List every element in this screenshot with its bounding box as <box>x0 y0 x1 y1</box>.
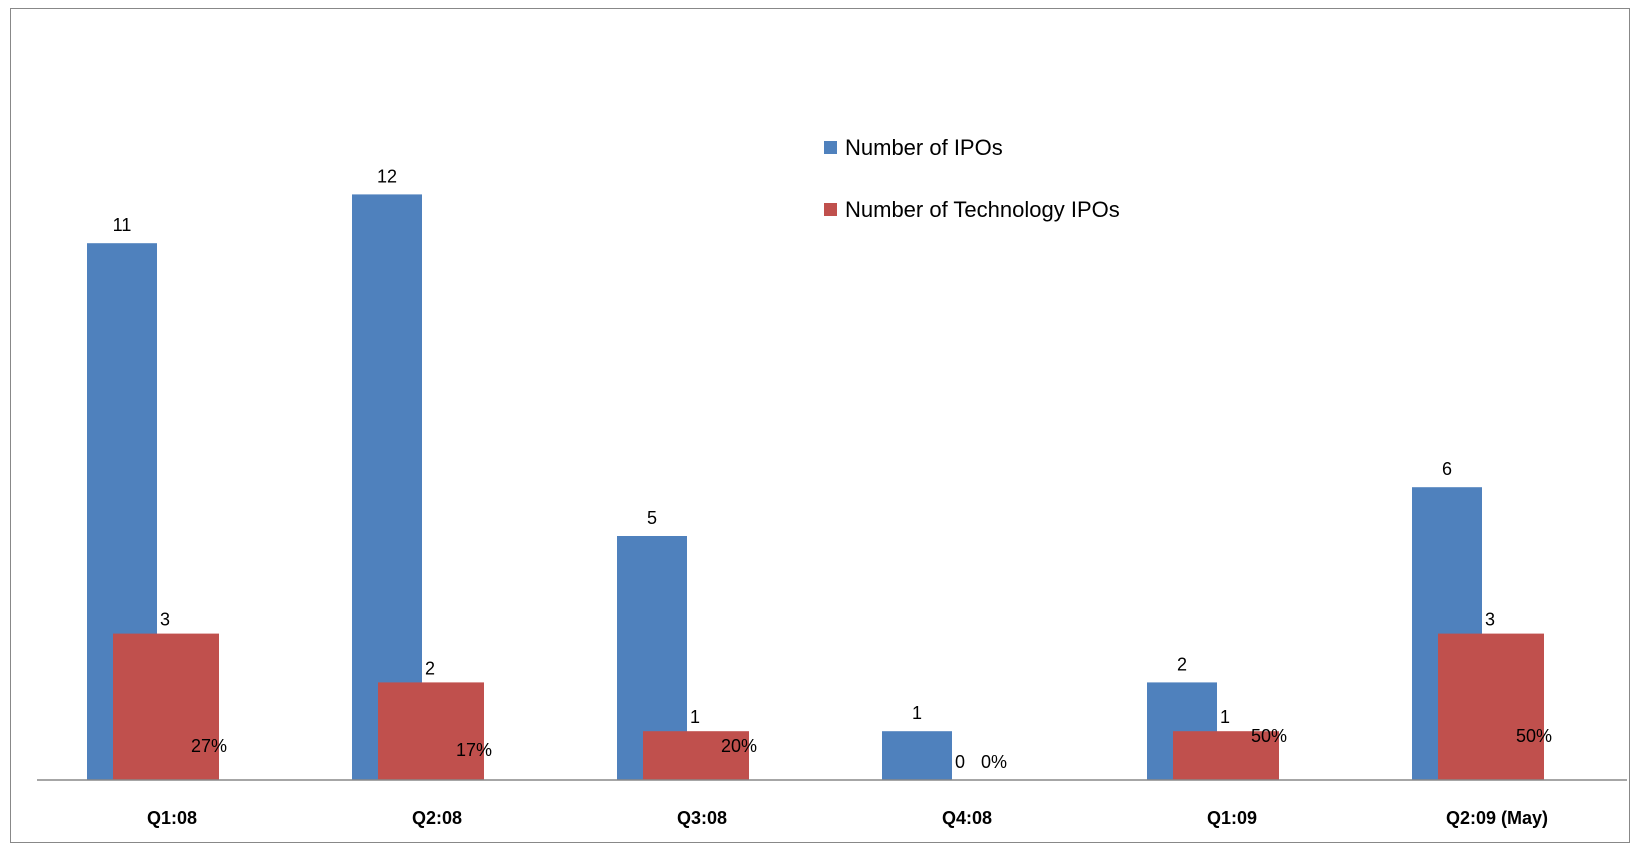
value-label-ipos-4: 2 <box>1177 654 1187 674</box>
value-label-ipos-3: 1 <box>912 703 922 723</box>
percent-label-3: 0% <box>981 752 1007 772</box>
value-label-tech-ipos-2: 1 <box>690 707 700 727</box>
percent-label-2: 20% <box>721 736 757 756</box>
value-label-tech-ipos-1: 2 <box>425 658 435 678</box>
value-label-ipos-0: 11 <box>113 215 132 235</box>
legend-swatch-1 <box>824 203 837 216</box>
legend-label-0: Number of IPOs <box>845 135 1003 160</box>
percent-label-0: 27% <box>191 736 227 756</box>
bar-tech-ipos-0 <box>113 633 219 780</box>
value-label-tech-ipos-0: 3 <box>160 610 170 630</box>
chart-frame <box>10 8 1630 843</box>
category-label-5: Q2:09 (May) <box>1446 808 1548 828</box>
bar-tech-ipos-2 <box>643 731 749 780</box>
category-label-1: Q2:08 <box>412 808 462 828</box>
legend-swatch-0 <box>824 141 837 154</box>
category-label-0: Q1:08 <box>147 808 197 828</box>
category-label-4: Q1:09 <box>1207 808 1257 828</box>
bar-ipos-1 <box>352 194 422 780</box>
value-label-ipos-2: 5 <box>647 508 657 528</box>
labels-layer: 11 3 27% 12 2 17% 5 1 20% 1 0 0% 2 1 50% 6 3 50% <box>113 166 1552 772</box>
bar-tech-ipos-1 <box>378 682 484 780</box>
category-label-2: Q3:08 <box>677 808 727 828</box>
percent-label-1: 17% <box>456 740 492 760</box>
bar-tech-ipos-4 <box>1173 731 1279 780</box>
value-label-ipos-5: 6 <box>1442 459 1452 479</box>
value-label-ipos-1: 12 <box>377 166 397 186</box>
value-label-tech-ipos-4: 1 <box>1220 707 1230 727</box>
bar-tech-ipos-5 <box>1438 633 1544 780</box>
percent-label-5: 50% <box>1516 726 1552 746</box>
value-label-tech-ipos-5: 3 <box>1485 610 1495 630</box>
value-label-tech-ipos-3: 0 <box>955 752 965 772</box>
category-label-3: Q4:08 <box>942 808 992 828</box>
legend-label-1: Number of Technology IPOs <box>845 197 1120 222</box>
bars-layer <box>87 194 1544 780</box>
category-labels-layer: Q1:08 Q2:08 Q3:08 Q4:08 Q1:09 Q2:09 (May) <box>147 808 1548 828</box>
legend: Number of IPOs Number of Technology IPOs <box>824 135 1120 222</box>
percent-label-4: 50% <box>1251 726 1287 746</box>
bar-ipos-3 <box>882 731 952 780</box>
